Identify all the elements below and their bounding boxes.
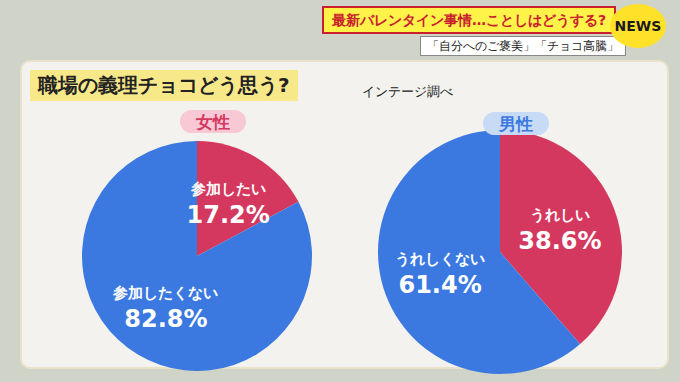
svg-text:82.8%: 82.8%	[124, 305, 207, 333]
svg-text:17.2%: 17.2%	[186, 201, 269, 229]
html-text:最新バレンタイン事情…ことしはどうする?: 最新バレンタイン事情…ことしはどうする?	[332, 12, 607, 28]
svg-text:38.6%: 38.6%	[518, 227, 601, 255]
html-text:インテージ調べ: インテージ調べ	[362, 84, 453, 99]
svg-text:女性: 女性	[195, 112, 230, 132]
svg-text:61.4%: 61.4%	[398, 271, 481, 299]
html-text:NEWS: NEWS	[614, 18, 662, 34]
html-text:「自分へのご褒美」「チョコ高騰」: 「自分へのご褒美」「チョコ高騰」	[427, 39, 619, 53]
svg-text:参加したくない: 参加したくない	[112, 284, 218, 302]
html-text:職場の義理チョコどう思う?: 職場の義理チョコどう思う?	[38, 73, 290, 97]
svg-text:うれしくない: うれしくない	[395, 250, 485, 268]
svg-text:うれしい: うれしい	[530, 206, 590, 224]
svg-text:男性: 男性	[498, 114, 533, 134]
svg-text:参加したい: 参加したい	[190, 180, 266, 198]
